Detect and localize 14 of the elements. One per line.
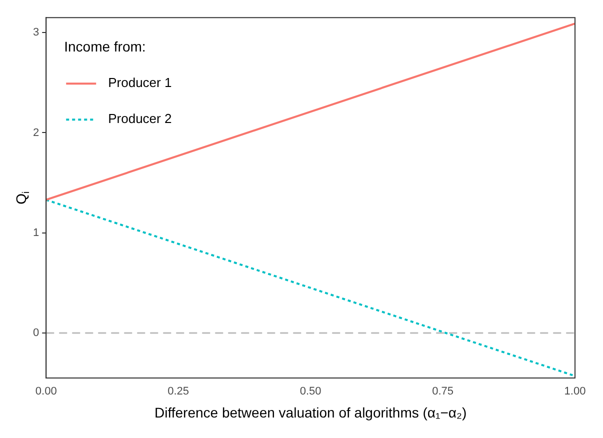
legend-title: Income from: [64,38,146,54]
legend-label: Producer 2 [108,111,172,126]
x-axis-title: Difference between valuation of algorithms (α₁−α₂) [154,404,467,420]
x-tick-label: 0.00 [35,386,57,398]
x-tick-label: 0.50 [300,386,322,398]
x-tick-label: 0.75 [432,386,454,398]
x-tick-label: 1.00 [564,386,586,398]
y-axis-title: Qi [12,191,32,204]
y-tick-label: 3 [32,26,40,39]
y-tick-label: 2 [32,126,40,139]
y-tick-label: 0 [32,326,40,339]
x-tick-label: 0.25 [168,386,190,398]
y-tick-label: 1 [32,226,40,239]
legend-label: Producer 1 [108,75,172,90]
